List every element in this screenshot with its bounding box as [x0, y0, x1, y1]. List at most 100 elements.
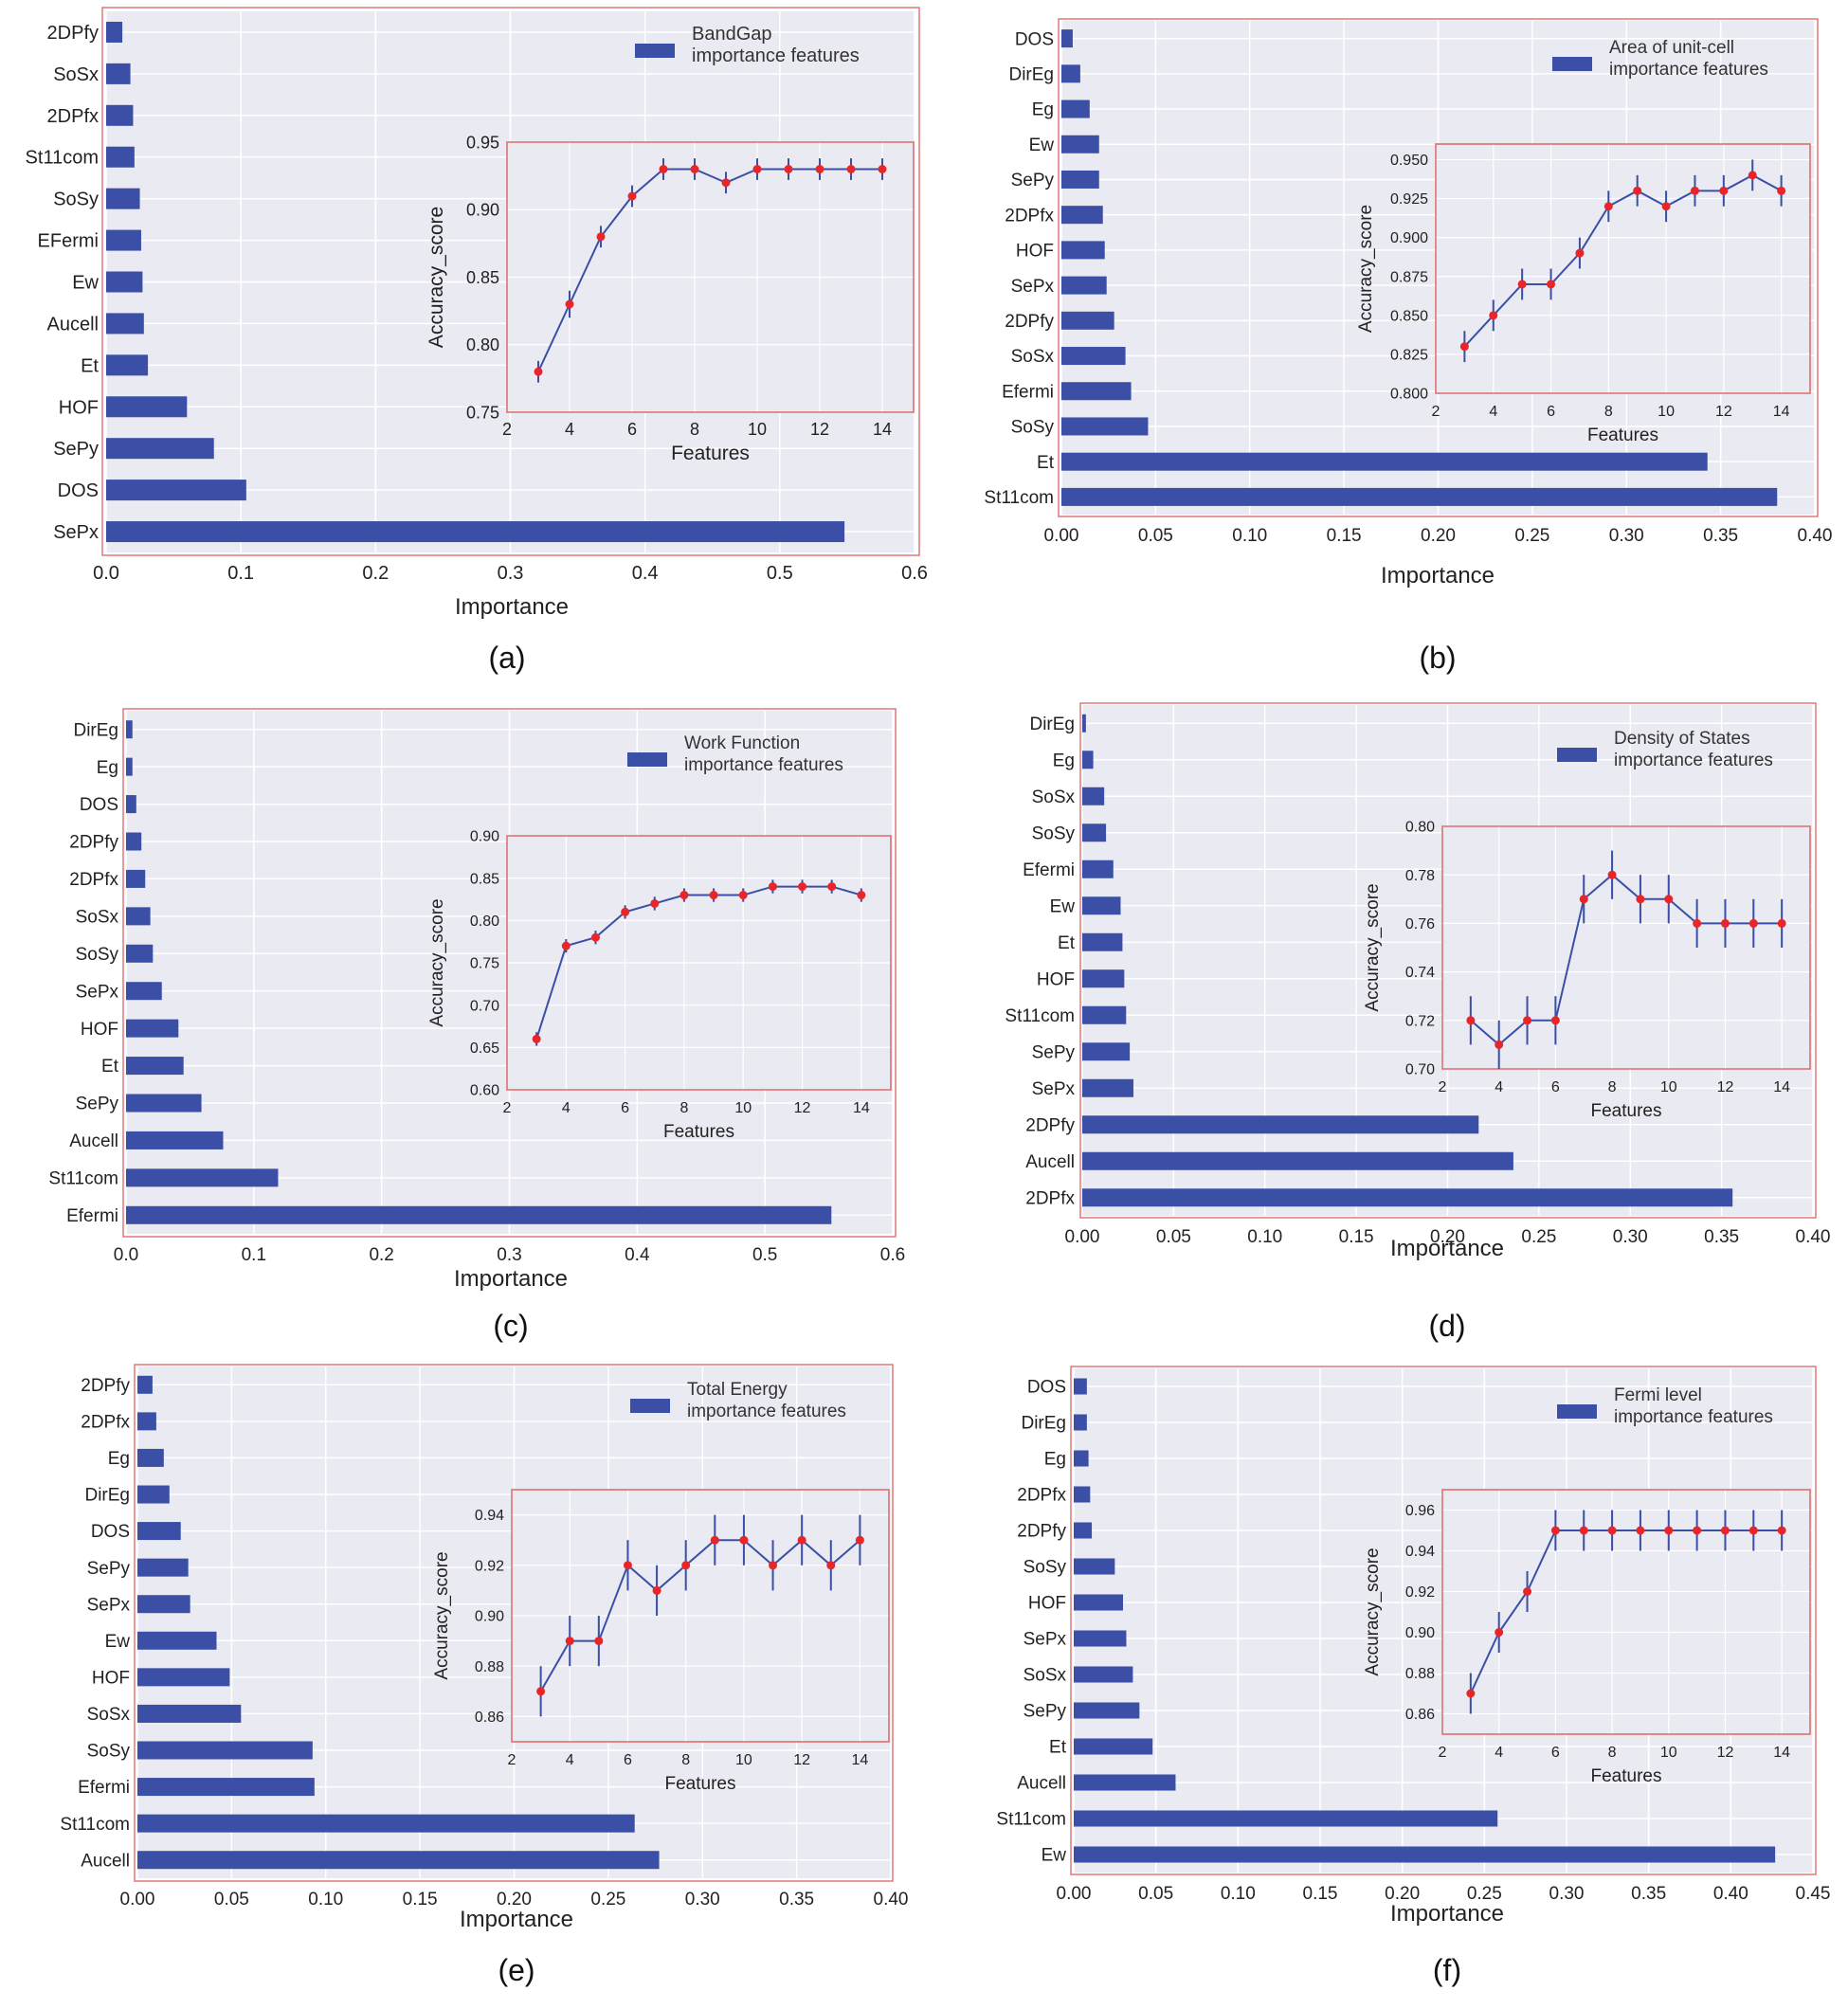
data-point — [1720, 1526, 1730, 1535]
bar-SePy — [1074, 1702, 1140, 1719]
category-label: Eg — [97, 758, 118, 778]
data-point — [1517, 280, 1527, 289]
category-label: SePy — [1032, 1042, 1076, 1062]
x-tick-label: 0.4 — [625, 1245, 650, 1265]
bar-SoSx — [1074, 1666, 1133, 1683]
bar-2DPfx — [1082, 1188, 1733, 1207]
data-point — [1777, 918, 1786, 928]
inset-y-axis-title: Accuracy_score — [1363, 883, 1383, 1011]
category-label: SePx — [76, 982, 119, 1002]
bar-Ew — [137, 1631, 217, 1650]
bar-2DPfy — [1061, 311, 1114, 330]
x-axis-title: Importance — [1381, 563, 1495, 588]
inset-x-tick-label: 10 — [734, 1100, 752, 1116]
inset-x-axis-title: Features — [1591, 1766, 1662, 1786]
category-label: DOS — [1027, 1378, 1066, 1398]
bar-DirEg — [137, 1485, 170, 1504]
x-tick-label: 0.10 — [1221, 1884, 1256, 1904]
inset-frame — [1435, 143, 1811, 394]
bar-2DPfy — [106, 21, 123, 43]
x-tick-label: 0.3 — [497, 1245, 521, 1265]
x-tick-label: 0.05 — [1138, 526, 1173, 546]
data-point — [1489, 311, 1498, 320]
x-tick-label: 0.35 — [779, 1890, 814, 1909]
data-point — [1693, 1526, 1702, 1535]
inset-y-tick-label: 0.90 — [470, 829, 499, 845]
category-label: Aucell — [1025, 1152, 1075, 1172]
data-point — [1575, 248, 1585, 258]
data-point — [565, 1637, 574, 1646]
bar-Efermi — [137, 1778, 315, 1797]
bar-SePx — [126, 982, 162, 1001]
data-point — [738, 891, 748, 900]
data-point — [1603, 202, 1613, 211]
inset-x-tick-label: 8 — [690, 420, 699, 439]
category-label: DOS — [91, 1522, 130, 1542]
x-tick-label: 0.35 — [1703, 526, 1738, 546]
chart-panel-6: 0.00 0.05 0.10 0.15 0.20 0.25 0.30 0.35 0.40 0.45… — [996, 1366, 1830, 1987]
inset-x-tick-label: 2 — [508, 1752, 516, 1768]
legend-swatch — [1557, 748, 1597, 762]
data-point — [594, 1637, 604, 1646]
category-label: HOF — [59, 397, 99, 418]
x-tick-label: 0.15 — [1303, 1884, 1338, 1904]
category-label: 2DPfx — [1017, 1486, 1066, 1506]
legend-label-line2: importance features — [687, 1402, 846, 1421]
legend-swatch — [1557, 1404, 1597, 1419]
data-point — [739, 1535, 749, 1545]
inset-x-axis-title: Features — [663, 1122, 734, 1142]
data-point — [826, 1561, 836, 1570]
inset-frame — [1441, 825, 1811, 1070]
inset-x-tick-label: 6 — [1551, 1079, 1560, 1095]
inset-frame — [506, 141, 915, 413]
bar-Et — [1074, 1738, 1153, 1755]
category-label: Efermi — [1002, 382, 1054, 402]
x-axis-title: Importance — [460, 1907, 573, 1932]
bar-EFermi — [106, 229, 141, 251]
x-tick-label: 0.00 — [1065, 1227, 1100, 1247]
category-label: HOF — [92, 1669, 130, 1689]
x-tick-label: 0.3 — [498, 563, 524, 584]
data-point — [827, 882, 837, 892]
x-tick-label: 0.00 — [1057, 1884, 1092, 1904]
data-point — [855, 1535, 864, 1545]
data-point — [1466, 1689, 1476, 1698]
category-label: Eg — [1032, 100, 1054, 120]
bar-DOS — [1074, 1378, 1087, 1395]
category-label: SoSy — [1011, 418, 1055, 438]
inset-y-tick-label: 0.92 — [475, 1558, 504, 1574]
category-label: Ew — [1050, 896, 1076, 916]
data-point — [659, 165, 668, 173]
bar-SoSx — [126, 907, 151, 926]
bar-Ew — [1061, 135, 1099, 154]
category-label: St11com — [60, 1815, 130, 1835]
inset-y-tick-label: 0.825 — [1390, 348, 1428, 364]
inset-x-tick-label: 4 — [565, 420, 574, 439]
inset-chart: 2 4 6 8 10 12 14 0.800 0.825 0.850 0.875 0.900 0.925… — [1356, 143, 1811, 445]
data-point — [650, 898, 660, 908]
inset-y-axis-title: Accuracy_score — [427, 898, 447, 1026]
category-label: 2DPfy — [1005, 312, 1054, 332]
data-point — [1748, 171, 1757, 180]
bar-SoSx — [1082, 787, 1105, 805]
x-axis-title: Importance — [455, 594, 569, 620]
inset-x-tick-label: 4 — [566, 1752, 574, 1768]
data-point — [679, 891, 689, 900]
legend-label-line1: BandGap — [692, 24, 772, 45]
inset-x-tick-label: 10 — [735, 1752, 752, 1768]
bar-SoSx — [137, 1704, 242, 1723]
legend-label-line2: importance features — [1614, 751, 1773, 770]
inset-x-tick-label: 6 — [627, 420, 637, 439]
x-tick-label: 0.30 — [1613, 1227, 1648, 1247]
inset-y-axis-title: Accuracy_score — [432, 1551, 452, 1679]
legend-label-line2: importance features — [1609, 60, 1768, 80]
data-point — [1720, 918, 1730, 928]
inset-y-tick-label: 0.75 — [466, 403, 499, 422]
category-label: 2DPfy — [81, 1376, 130, 1396]
inset-x-tick-label: 2 — [503, 1100, 512, 1116]
inset-x-tick-label: 4 — [1489, 404, 1497, 420]
panel-label: (f) — [1433, 1953, 1461, 1987]
bar-HOF — [1082, 969, 1125, 988]
legend-label-line1: Area of unit-cell — [1609, 38, 1734, 58]
data-point — [1547, 280, 1556, 289]
